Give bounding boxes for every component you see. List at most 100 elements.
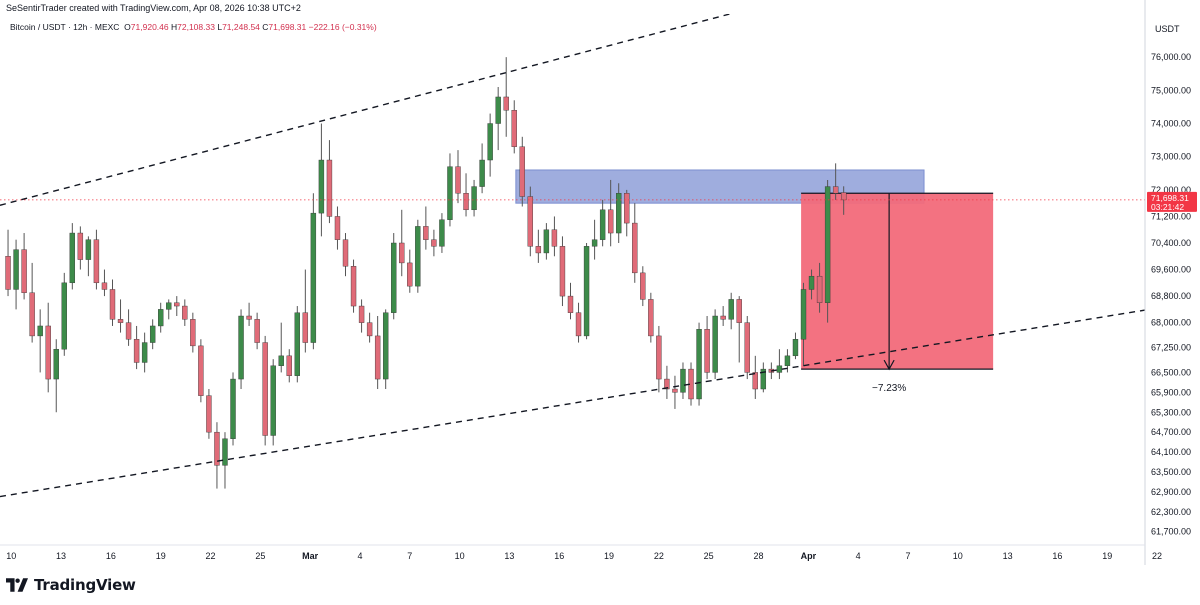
- candle-down[interactable]: [519, 136, 525, 207]
- tradingview-logo[interactable]: TradingView: [6, 576, 136, 594]
- candle-up[interactable]: [158, 302, 164, 333]
- candle-down[interactable]: [511, 100, 517, 154]
- candle-down[interactable]: [125, 309, 132, 346]
- candle-up[interactable]: [141, 332, 148, 373]
- candle-down[interactable]: [45, 302, 51, 393]
- candle-up[interactable]: [415, 219, 421, 293]
- candle-down[interactable]: [109, 279, 116, 326]
- candle-up[interactable]: [238, 309, 244, 390]
- candle-up[interactable]: [487, 113, 493, 177]
- candle-down[interactable]: [214, 422, 220, 489]
- candle-down[interactable]: [567, 282, 574, 320]
- candle-up[interactable]: [776, 349, 783, 380]
- candle-up[interactable]: [149, 319, 156, 350]
- candle-down[interactable]: [5, 229, 11, 297]
- candle-down[interactable]: [559, 236, 566, 307]
- candle-down[interactable]: [174, 296, 180, 317]
- candle-down[interactable]: [720, 306, 726, 326]
- candle-up[interactable]: [728, 292, 734, 330]
- candle-down[interactable]: [254, 312, 260, 350]
- currency-label[interactable]: USDT: [1155, 24, 1180, 34]
- candle-down[interactable]: [342, 233, 349, 277]
- candle-up[interactable]: [294, 306, 300, 383]
- candle-down[interactable]: [527, 186, 534, 257]
- candle-down[interactable]: [736, 296, 742, 363]
- candle-up[interactable]: [792, 332, 799, 360]
- candle-down[interactable]: [423, 206, 429, 250]
- candle-up[interactable]: [37, 309, 43, 373]
- candle-up[interactable]: [230, 372, 236, 446]
- candle-down[interactable]: [374, 316, 381, 390]
- candle-up[interactable]: [69, 223, 76, 290]
- candle-down[interactable]: [190, 312, 196, 353]
- candle-down[interactable]: [262, 335, 268, 446]
- candle-down[interactable]: [535, 229, 542, 263]
- candle-up[interactable]: [270, 359, 276, 446]
- candle-up[interactable]: [278, 322, 284, 373]
- candle-down[interactable]: [832, 163, 839, 200]
- candle-up[interactable]: [800, 282, 807, 366]
- candle-down[interactable]: [358, 299, 365, 333]
- candle-down[interactable]: [607, 179, 614, 247]
- candle-up[interactable]: [471, 179, 477, 217]
- candle-down[interactable]: [455, 150, 461, 204]
- candle-up[interactable]: [495, 87, 501, 151]
- candle-up[interactable]: [583, 242, 590, 340]
- candle-down[interactable]: [816, 262, 823, 313]
- candle-up[interactable]: [599, 199, 606, 247]
- candle-down[interactable]: [704, 316, 710, 380]
- candle-up[interactable]: [447, 153, 453, 227]
- candle-down[interactable]: [302, 269, 309, 353]
- candle-up[interactable]: [382, 309, 389, 390]
- candle-down[interactable]: [407, 249, 413, 293]
- candle-up[interactable]: [13, 239, 19, 310]
- candle-up[interactable]: [53, 339, 59, 413]
- candle-down[interactable]: [286, 349, 292, 383]
- candle-down[interactable]: [117, 299, 124, 333]
- candle-down[interactable]: [744, 316, 750, 380]
- candle-down[interactable]: [77, 226, 84, 270]
- candle-down[interactable]: [840, 186, 847, 215]
- candle-up[interactable]: [166, 299, 172, 320]
- candle-down[interactable]: [182, 299, 188, 326]
- candle-down[interactable]: [198, 339, 204, 403]
- candle-up[interactable]: [808, 269, 815, 300]
- candle-up[interactable]: [222, 432, 228, 489]
- candle-down[interactable]: [431, 229, 437, 257]
- candle-up[interactable]: [310, 193, 317, 350]
- candle-down[interactable]: [624, 189, 630, 237]
- symbol-label[interactable]: Bitcoin / USDT · 12h · MEXC: [10, 22, 120, 32]
- candle-down[interactable]: [399, 209, 405, 277]
- candle-up[interactable]: [696, 322, 702, 406]
- candle-up[interactable]: [479, 143, 485, 194]
- candle-down[interactable]: [664, 365, 670, 399]
- candle-down[interactable]: [101, 269, 108, 297]
- candle-up[interactable]: [318, 123, 325, 237]
- candle-down[interactable]: [632, 203, 638, 283]
- candle-down[interactable]: [21, 233, 27, 300]
- candle-up[interactable]: [543, 223, 550, 260]
- candle-up[interactable]: [616, 183, 622, 243]
- candle-up[interactable]: [439, 213, 445, 253]
- candle-up[interactable]: [61, 272, 67, 356]
- candle-up[interactable]: [712, 309, 718, 380]
- candle-down[interactable]: [29, 262, 35, 343]
- candle-down[interactable]: [551, 216, 558, 257]
- candle-up[interactable]: [85, 236, 92, 277]
- candle-up[interactable]: [391, 233, 397, 320]
- candle-up[interactable]: [760, 362, 767, 393]
- candle-down[interactable]: [752, 355, 758, 399]
- candle-up[interactable]: [591, 219, 598, 260]
- candle-down[interactable]: [463, 173, 469, 217]
- candle-down[interactable]: [206, 389, 212, 439]
- candle-down[interactable]: [133, 325, 140, 370]
- candle-down[interactable]: [366, 312, 373, 343]
- candle-down[interactable]: [640, 266, 646, 307]
- candle-down[interactable]: [672, 375, 678, 409]
- candle-down[interactable]: [93, 229, 100, 290]
- candle-down[interactable]: [350, 259, 357, 313]
- candle-down[interactable]: [326, 140, 333, 224]
- candle-down[interactable]: [575, 302, 582, 343]
- candle-down[interactable]: [503, 57, 509, 137]
